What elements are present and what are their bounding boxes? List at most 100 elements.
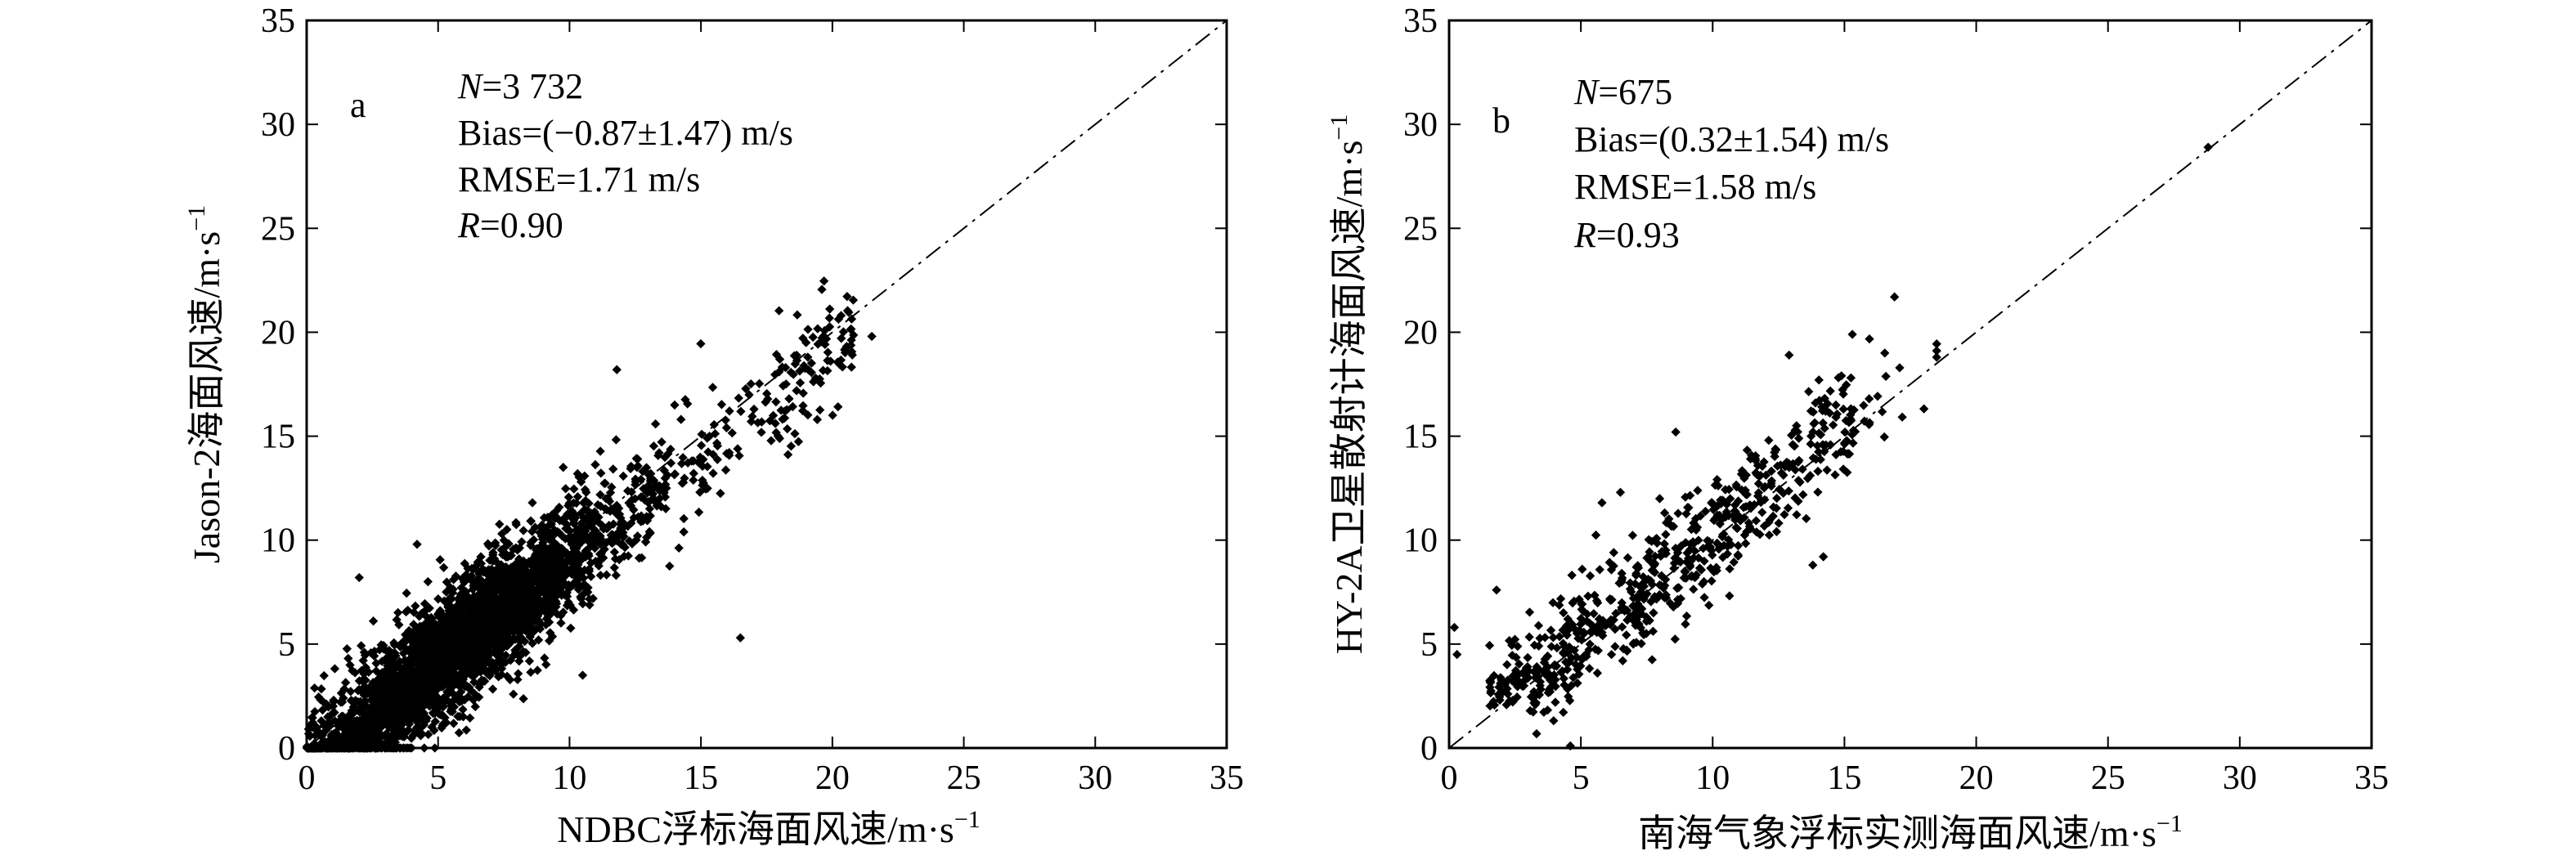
panel-b-data-point (1559, 607, 1568, 618)
panel-a-data-point (474, 574, 485, 584)
panel-a-data-point (463, 563, 473, 574)
panel-a-data-point (442, 690, 451, 701)
panel-a-data-point (698, 475, 707, 486)
panel-a-data-point (532, 665, 542, 675)
panel-a-data-point (642, 516, 653, 526)
panel-b-data-point (1660, 580, 1670, 590)
panel-a-data-point (453, 711, 463, 722)
panel-a-data-point (368, 616, 379, 626)
panel-a-data-point (511, 517, 521, 527)
panel-b-data-point (1802, 513, 1811, 524)
panel-b-data-point (1648, 626, 1658, 636)
panel-a-data-point (384, 733, 393, 743)
panel-a-data-point (499, 584, 509, 594)
panel-a-data-point (526, 559, 536, 569)
panel-b-data-point (1560, 657, 1571, 667)
panel-a-data-point (819, 276, 829, 286)
panel-a-data-point (798, 405, 808, 416)
panel-a-data-point (476, 558, 487, 568)
panel-b-data-point (1793, 433, 1804, 443)
panel-a-data-point (619, 551, 629, 562)
panel-a-data-point (415, 621, 425, 631)
panel-b-data-point (1585, 571, 1595, 581)
panel-b-data-point (1838, 446, 1848, 456)
panel-b-data-point (1806, 439, 1815, 449)
panel-b-data-point (1828, 420, 1838, 430)
panel-b-reference-line (1448, 20, 2372, 749)
panel-a-data-point (546, 566, 556, 576)
panel-a-data-point (566, 623, 576, 634)
panel-a-data-point (572, 532, 581, 542)
panel-a-data-point (813, 324, 823, 334)
panel-a-data-point (330, 707, 339, 718)
panel-a-data-point (611, 435, 622, 445)
panel-a-data-point (629, 505, 639, 515)
panel-a-data-point (409, 674, 419, 683)
panel-a-data-point (383, 743, 393, 753)
panel-a-data-point (303, 728, 314, 739)
panel-b-data-point (1808, 427, 1818, 437)
panel-b-data-point (1689, 585, 1699, 594)
panel-b-y-tick-label: 25 (1403, 210, 1438, 248)
panel-a-data-point (566, 563, 576, 574)
panel-a-data-point (561, 484, 571, 494)
panel-a-y-tick-label: 25 (261, 210, 295, 248)
panel-b-data-point (1627, 615, 1638, 625)
panel-b-data-point (1712, 510, 1722, 520)
panel-b-data-point (1514, 678, 1524, 688)
panel-a-data-point (538, 538, 548, 548)
panel-b-x-tick-label: 35 (2354, 759, 2389, 797)
panel-a-data-point (424, 729, 433, 740)
panel-a-data-point (720, 465, 731, 475)
panel-a-data-point (429, 725, 439, 736)
panel-b-data-point (1645, 576, 1656, 586)
panel-a-data-point (620, 542, 630, 553)
panel-a-data-point (316, 716, 326, 726)
panel-a-data-point (307, 722, 317, 732)
panel-a-data-point (644, 497, 653, 507)
panel-a-data-point (619, 531, 629, 542)
panel-a-data-point (823, 347, 833, 357)
panel-a-data-point (836, 355, 846, 365)
panel-b-x-tick-label: 20 (1959, 759, 1994, 797)
panel-a-data-point (445, 600, 455, 611)
panel-a-data-point (693, 507, 704, 517)
panel-b-data-point (1879, 432, 1889, 442)
panel-b-data-point (1604, 558, 1614, 567)
panel-a-data-point (470, 701, 480, 712)
panel-b-data-point (1595, 565, 1604, 575)
panel-a-data-point (461, 725, 471, 735)
panel-a-data-point (683, 399, 693, 409)
panel-b-data-point (1729, 558, 1739, 567)
panel-a-data-point (481, 568, 491, 578)
panel-a-data-point (577, 593, 586, 604)
panel-a-data-point (553, 558, 563, 569)
panel-a-data-point (631, 454, 641, 464)
panel-b-data-point (1636, 587, 1646, 597)
panel-a-data-point (491, 538, 500, 548)
panel-a-data-point (650, 419, 661, 429)
panel-a-data-point (815, 378, 826, 388)
panel-b-data-point (1567, 653, 1577, 663)
panel-a-data-point (749, 404, 759, 414)
panel-a-data-point (689, 475, 698, 485)
panel-a-data-point (698, 461, 707, 471)
panel-b-data-point (1617, 622, 1627, 632)
panel-b-data-point (1585, 639, 1595, 649)
panel-a-data-point (790, 359, 801, 369)
panel-a-data-point (393, 698, 404, 708)
panel-a-data-point (357, 686, 367, 697)
panel-b-data-point (1770, 447, 1779, 458)
panel-b-stat-n: N=675 (1573, 72, 1672, 112)
panel-a-data-point (556, 618, 566, 628)
panel-a-y-tick-label: 20 (261, 314, 295, 352)
panel-a-data-point (847, 350, 857, 360)
panel-a-data-point (513, 674, 523, 685)
panel-a-data-point (678, 453, 688, 463)
panel-a-data-point (448, 681, 458, 692)
panel-a-data-point (390, 676, 400, 686)
panel-b-data-point (1617, 575, 1627, 585)
panel-b-data-point (1777, 486, 1787, 497)
panel-a-data-point (478, 637, 487, 647)
panel-b-data-point (1739, 530, 1750, 540)
